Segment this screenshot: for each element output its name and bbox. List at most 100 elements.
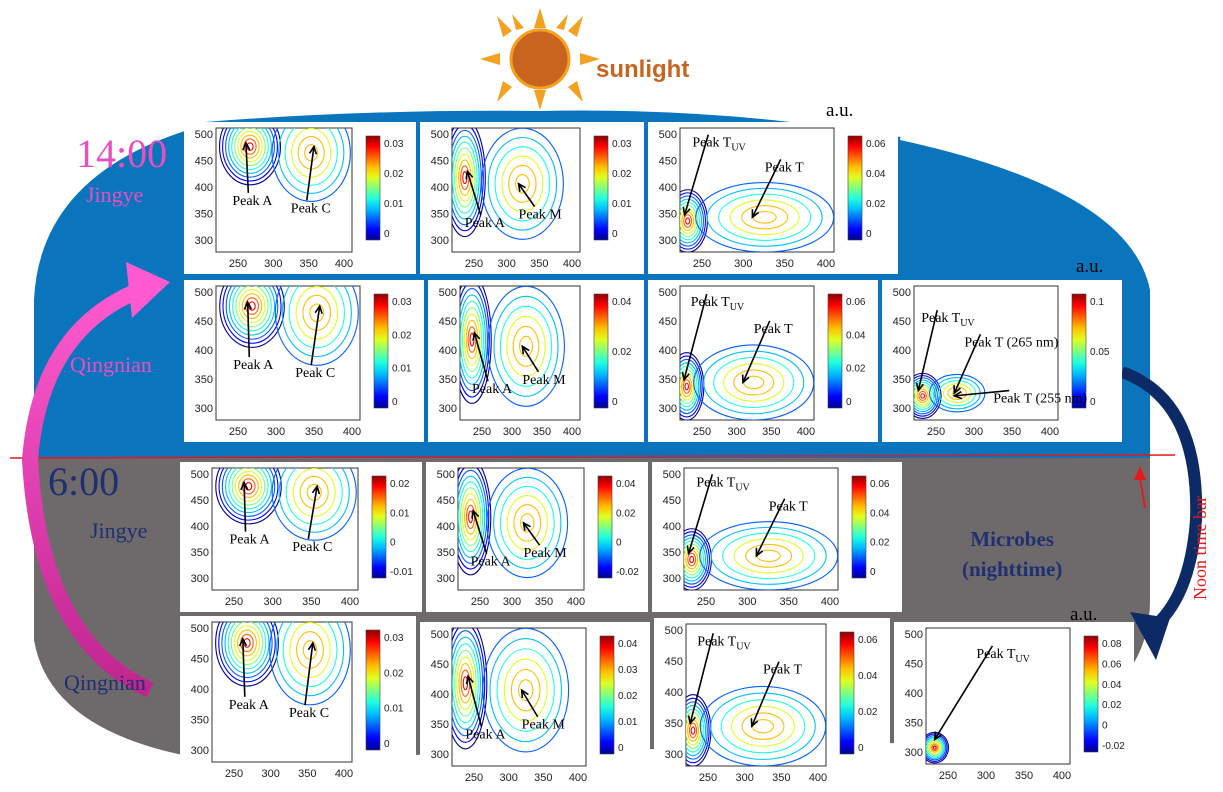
y-tick-label: 450 <box>431 659 449 671</box>
peak-label: Peak A <box>471 555 512 570</box>
contour-line <box>224 622 270 674</box>
y-tick-label: 350 <box>659 374 677 386</box>
contour-line <box>684 534 709 585</box>
contour-line <box>723 363 785 402</box>
contour-line <box>684 537 707 582</box>
contour-line <box>745 543 793 568</box>
x-tick-label: 300 <box>503 596 521 608</box>
y-tick-label: 500 <box>659 129 677 141</box>
x-tick-label: 400 <box>809 772 827 784</box>
y-tick-label: 350 <box>893 374 911 386</box>
x-tick-label: 250 <box>225 596 243 608</box>
contour-line <box>452 628 488 750</box>
plot-frame <box>215 285 361 421</box>
y-tick-label: 450 <box>439 316 457 328</box>
contour-line <box>718 193 812 241</box>
x-tick-label: 350 <box>772 772 790 784</box>
colorbar-tick-label: 0.02 <box>612 347 632 358</box>
x-tick-label: 350 <box>305 426 323 438</box>
colorbar-tick-label: 0.01 <box>618 717 638 728</box>
peak-label: Peak M <box>519 208 563 223</box>
site-qingnian-night: Qingnian <box>64 670 146 695</box>
contour-line <box>452 643 479 724</box>
y-tick-label: 500 <box>905 629 923 641</box>
contour-line <box>493 295 559 397</box>
colorbar-tick-label: 0.03 <box>392 297 412 308</box>
peak-arrow <box>742 320 771 383</box>
x-tick-label: 300 <box>965 426 983 438</box>
y-tick-label: 500 <box>659 287 677 299</box>
contour-line <box>460 294 486 385</box>
eem-panel-d-q-3: 500 450 400 350 300 250 300 350 400 0.06 0.04 0.02 0… <box>648 280 878 442</box>
site-jingye-day: Jingye <box>86 182 144 207</box>
y-tick-label: 350 <box>665 718 683 730</box>
y-tick-label: 450 <box>191 495 209 507</box>
x-tick-label: 300 <box>734 258 752 270</box>
colorbar-tick-label: 0.06 <box>846 297 866 308</box>
eem-panel-n-j-3: 500 450 400 350 300 250 300 350 400 0.06 0.04 0.02 0… <box>652 462 902 612</box>
y-tick-label: 500 <box>439 287 457 299</box>
peak-arrow <box>242 638 246 697</box>
peak-arrow <box>522 522 541 546</box>
contour-line <box>458 481 484 553</box>
colorbar-tick-label: 0 <box>392 397 398 408</box>
contour-line <box>241 293 263 320</box>
x-tick-label: 400 <box>343 426 361 438</box>
eem-panel-n-q-1: 500 450 400 350 300 250 300 350 400 0.03 0.02 0.01 0… <box>180 616 416 784</box>
x-tick-label: 300 <box>738 596 756 608</box>
contour-line <box>222 286 282 344</box>
contour-line <box>240 134 260 159</box>
peak-arrow-head <box>522 521 531 531</box>
sunlight-label: sunlight <box>596 56 690 83</box>
x-tick-label: 400 <box>341 596 359 608</box>
contour-line <box>680 198 703 244</box>
contour-line <box>271 128 351 202</box>
peak-arrow-head <box>311 484 321 495</box>
plot-frame <box>211 621 353 763</box>
x-tick-label: 250 <box>473 426 491 438</box>
colorbar-tick-label: 0.05 <box>1090 347 1110 358</box>
colorbar <box>365 135 381 241</box>
peak-arrow-head <box>755 547 764 558</box>
peak-label: Peak M <box>522 373 566 388</box>
contour-line <box>686 704 707 757</box>
noon-bar-arrow <box>1139 477 1146 509</box>
contour-line <box>274 286 359 366</box>
colorbar-tick-label: -0.02 <box>616 567 639 578</box>
y-tick-label: 500 <box>191 623 209 635</box>
y-tick-label: 450 <box>893 316 911 328</box>
peak-arrow-head <box>751 209 760 219</box>
contour-line <box>454 147 476 208</box>
contour-line <box>486 468 569 579</box>
colorbar <box>827 293 843 409</box>
noon-time-bar-label: Noon time bar <box>1190 496 1210 600</box>
peak-arrow <box>687 474 714 554</box>
y-tick-label: 450 <box>437 495 455 507</box>
x-tick-label: 300 <box>727 426 745 438</box>
contour-line <box>285 468 343 525</box>
peak-arrow-head <box>314 304 323 314</box>
colorbar-tick-label: 0.04 <box>866 169 886 180</box>
eem-panel-d-q-1: 500 450 400 350 300 250 300 350 400 0.03 0.02 0.01 0… <box>184 280 424 442</box>
time-1400-label: 14:00 <box>76 131 168 176</box>
colorbar-tick-label: 0.02 <box>384 169 404 180</box>
contour-line <box>680 362 700 411</box>
x-tick-label: 400 <box>821 596 839 608</box>
contour-line <box>222 128 278 182</box>
x-tick-label: 300 <box>503 426 521 438</box>
peak-arrow <box>751 159 782 218</box>
y-tick-label: 350 <box>663 547 681 559</box>
contour-line <box>699 685 826 766</box>
contour-line <box>487 136 558 231</box>
contour-line <box>228 468 269 510</box>
y-tick-label: 300 <box>431 749 449 761</box>
contour-line <box>493 476 562 569</box>
peak-arrow <box>472 510 488 554</box>
peak-label: Peak A <box>465 727 506 742</box>
contour-line <box>460 286 492 404</box>
peak-arrow <box>306 146 315 201</box>
unit-label: a.u. <box>826 100 854 121</box>
colorbar-tick-label: 0.03 <box>384 139 404 150</box>
contour-line <box>929 742 940 753</box>
eem-panel-d-q-2: 500 450 400 350 300 250 300 350 400 0.04 0.02 0 Peak… <box>428 280 644 442</box>
